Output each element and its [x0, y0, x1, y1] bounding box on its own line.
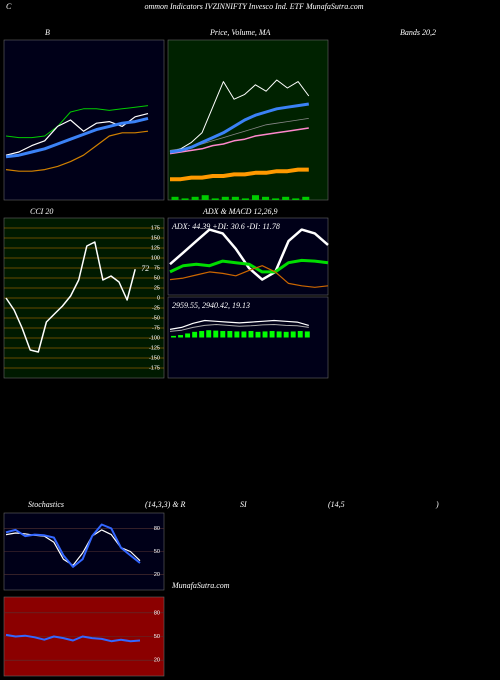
macd-histogram-bar — [227, 331, 233, 338]
panel-subtitle: Bands 20,2 — [400, 28, 436, 37]
volume-bar — [241, 198, 249, 200]
indicator-line — [169, 265, 329, 288]
indicator-line — [169, 258, 329, 274]
macd-histogram-bar — [206, 330, 212, 338]
y-tick-label: 75 — [154, 265, 160, 271]
indicator-line — [169, 127, 309, 155]
indicator-line — [169, 228, 329, 281]
macd-histogram-bar — [269, 331, 275, 338]
indicator-line — [5, 633, 141, 643]
y-tick-label: -150 — [149, 355, 160, 361]
indicator-line — [5, 130, 149, 172]
macd-histogram-bar — [199, 331, 205, 338]
last-value-label: 72 — [141, 264, 149, 273]
volume-bar — [251, 195, 260, 200]
y-tick-label: 25 — [154, 285, 160, 291]
volume-bar — [282, 196, 290, 200]
y-tick-label: 50 — [154, 634, 160, 640]
indicator-values: 2959.55, 2940.42, 19.13 — [172, 301, 250, 310]
y-tick-label: 125 — [151, 245, 160, 251]
panel-title: Price, Volume, MA — [209, 28, 271, 37]
indicator-line — [169, 324, 309, 332]
volume-bar — [231, 196, 239, 200]
macd-histogram-bar — [178, 335, 184, 338]
panel-subtitle: (14,5 — [328, 500, 345, 509]
macd-histogram-bar — [297, 331, 303, 338]
indicator-line — [5, 105, 149, 139]
macd-histogram-bar — [276, 331, 282, 338]
volume-bar — [181, 198, 189, 200]
y-tick-label: 20 — [154, 572, 160, 578]
volume-bar — [302, 196, 310, 200]
y-tick-label: -25 — [152, 305, 160, 311]
macd-histogram-bar — [241, 331, 247, 338]
volume-bar — [221, 196, 229, 200]
y-tick-label: 175 — [151, 225, 160, 231]
macd-histogram-bar — [213, 330, 219, 338]
macd-histogram-bar — [262, 331, 268, 338]
y-tick-label: 20 — [154, 658, 160, 664]
y-tick-label: -50 — [152, 315, 160, 321]
volume-bar — [171, 196, 179, 200]
volume-bar — [201, 195, 209, 200]
macd-histogram-bar — [248, 331, 254, 338]
macd-histogram-bar — [192, 331, 198, 338]
indicator-line — [169, 319, 309, 330]
macd-histogram-bar — [234, 331, 240, 338]
y-tick-label: 80 — [154, 526, 160, 532]
volume-bar — [262, 196, 270, 200]
y-tick-label: 100 — [151, 255, 160, 261]
macd-histogram-bar — [283, 331, 289, 338]
panel-title: Stochastics — [28, 500, 64, 509]
watermark: MunafaSutra.com — [171, 581, 230, 590]
y-tick-label: -125 — [149, 345, 160, 351]
y-tick-label: 50 — [154, 275, 160, 281]
y-tick-label: -175 — [149, 365, 160, 371]
indicator-line — [169, 102, 310, 154]
panel-title: ADX & MACD 12,26,9 — [202, 207, 277, 216]
volume-bar — [292, 198, 300, 200]
y-tick-label: 150 — [151, 235, 160, 241]
macd-histogram-bar — [185, 333, 191, 338]
indicator-line — [169, 79, 310, 153]
panel-title: B — [45, 28, 50, 37]
indicator-line — [5, 241, 136, 353]
header-letter: C — [6, 2, 12, 11]
indicator-line — [170, 167, 309, 182]
macd-histogram-bar — [220, 331, 226, 338]
indicator-line — [5, 523, 141, 568]
panel-title: CCI 20 — [30, 207, 53, 216]
volume-bar — [211, 198, 219, 200]
macd-histogram-bar — [255, 331, 261, 338]
y-tick-label: -100 — [149, 335, 160, 341]
volume-bar — [272, 198, 280, 200]
panel-close: ) — [435, 500, 439, 509]
macd-histogram-bar — [304, 331, 310, 338]
panel-subtitle: (14,3,3) & R — [145, 500, 186, 509]
y-tick-label: 0 — [157, 295, 160, 301]
indicator-line — [5, 113, 149, 156]
volume-bar — [191, 196, 199, 200]
y-tick-label: 80 — [154, 610, 160, 616]
panel-title: SI — [240, 500, 247, 509]
header-title: ommon Indicators IVZINNIFTY Invesco Ind.… — [144, 2, 363, 11]
y-tick-label: -75 — [152, 325, 160, 331]
macd-histogram-bar — [171, 335, 176, 338]
y-tick-label: 50 — [154, 549, 160, 555]
indicator-values: ADX: 44.39 +DI: 30.6 -DI: 11.78 — [171, 222, 280, 231]
macd-histogram-bar — [290, 331, 296, 338]
indicator-line — [5, 116, 149, 159]
